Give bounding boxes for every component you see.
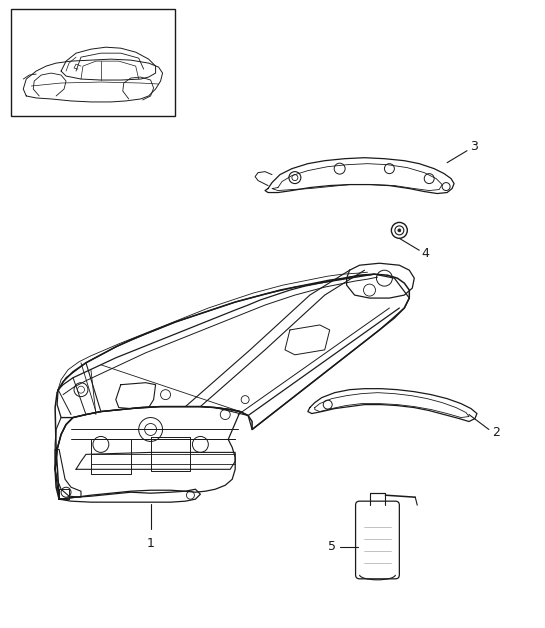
Bar [11, 9, 175, 116]
Text: 4: 4 [421, 247, 429, 260]
Circle shape [398, 229, 401, 232]
FancyBboxPatch shape [355, 501, 399, 579]
Text: 2: 2 [492, 426, 500, 439]
Text: 1: 1 [147, 538, 155, 551]
Text: 3: 3 [470, 140, 478, 153]
Text: 5: 5 [328, 541, 336, 553]
